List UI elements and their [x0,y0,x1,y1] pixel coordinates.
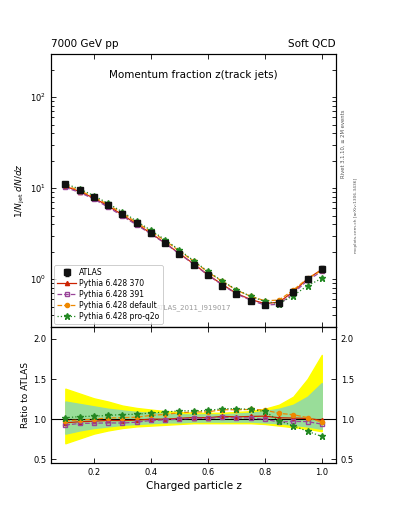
Pythia 6.428 pro-q2o [163,237,167,243]
Pythia 6.428 default [206,269,210,275]
Pythia 6.428 default [263,297,267,304]
Pythia 6.428 391 [63,184,68,190]
Pythia 6.428 default [320,267,324,273]
Pythia 6.428 391 [263,302,267,308]
Pythia 6.428 370 [163,240,167,246]
Pythia 6.428 370 [305,276,310,282]
Text: mcplots.cern.ch [arXiv:1306.3436]: mcplots.cern.ch [arXiv:1306.3436] [354,178,358,252]
Pythia 6.428 391 [220,282,224,288]
Text: Soft QCD: Soft QCD [288,38,336,49]
Pythia 6.428 370 [291,289,296,295]
Pythia 6.428 pro-q2o [77,186,82,192]
Pythia 6.428 391 [134,222,139,228]
X-axis label: Charged particle z: Charged particle z [146,481,241,492]
Legend: ATLAS, Pythia 6.428 370, Pythia 6.428 391, Pythia 6.428 default, Pythia 6.428 pr: ATLAS, Pythia 6.428 370, Pythia 6.428 39… [54,265,163,324]
Pythia 6.428 391 [234,291,239,297]
Pythia 6.428 pro-q2o [63,181,68,187]
Pythia 6.428 391 [191,261,196,267]
Pythia 6.428 default [291,287,296,293]
Pythia 6.428 391 [77,189,82,196]
Pythia 6.428 pro-q2o [248,293,253,300]
Pythia 6.428 default [149,228,153,234]
Pythia 6.428 370 [320,266,324,272]
Pythia 6.428 default [248,293,253,300]
Pythia 6.428 370 [177,250,182,257]
Line: Pythia 6.428 pro-q2o: Pythia 6.428 pro-q2o [62,181,325,307]
Pythia 6.428 391 [277,301,281,307]
Pythia 6.428 pro-q2o [234,287,239,293]
Pythia 6.428 391 [120,213,125,219]
Pythia 6.428 pro-q2o [191,258,196,264]
Pythia 6.428 default [305,275,310,282]
Pythia 6.428 default [120,210,125,217]
Pythia 6.428 pro-q2o [177,247,182,253]
Y-axis label: Ratio to ATLAS: Ratio to ATLAS [21,362,30,428]
Pythia 6.428 370 [77,188,82,195]
Pythia 6.428 default [177,248,182,254]
Pythia 6.428 default [63,182,68,188]
Pythia 6.428 370 [106,203,110,209]
Pythia 6.428 391 [106,204,110,210]
Pythia 6.428 default [220,278,224,284]
Line: Pythia 6.428 default: Pythia 6.428 default [63,183,324,303]
Pythia 6.428 370 [134,221,139,227]
Pythia 6.428 pro-q2o [220,278,224,284]
Pythia 6.428 370 [149,230,153,237]
Pythia 6.428 391 [177,251,182,257]
Pythia 6.428 391 [149,231,153,237]
Line: Pythia 6.428 370: Pythia 6.428 370 [63,184,324,306]
Pythia 6.428 370 [277,299,281,305]
Pythia 6.428 default [234,287,239,293]
Pythia 6.428 pro-q2o [206,268,210,274]
Pythia 6.428 391 [291,290,296,296]
Pythia 6.428 370 [263,301,267,307]
Pythia 6.428 pro-q2o [263,298,267,305]
Pythia 6.428 default [92,194,96,200]
Pythia 6.428 391 [163,240,167,246]
Pythia 6.428 pro-q2o [320,275,324,282]
Pythia 6.428 default [134,220,139,226]
Pythia 6.428 391 [248,297,253,303]
Pythia 6.428 391 [305,278,310,284]
Pythia 6.428 370 [206,272,210,278]
Pythia 6.428 370 [191,261,196,267]
Pythia 6.428 pro-q2o [134,218,139,224]
Pythia 6.428 pro-q2o [106,200,110,206]
Pythia 6.428 default [277,297,281,303]
Text: 7000 GeV pp: 7000 GeV pp [51,38,119,49]
Line: Pythia 6.428 391: Pythia 6.428 391 [63,185,324,307]
Pythia 6.428 default [191,258,196,264]
Pythia 6.428 pro-q2o [305,283,310,289]
Pythia 6.428 391 [320,268,324,274]
Pythia 6.428 370 [234,290,239,296]
Pythia 6.428 pro-q2o [92,193,96,199]
Pythia 6.428 default [163,238,167,244]
Pythia 6.428 370 [63,183,68,189]
Pythia 6.428 pro-q2o [149,227,153,233]
Pythia 6.428 370 [248,296,253,303]
Pythia 6.428 pro-q2o [120,209,125,215]
Pythia 6.428 370 [220,281,224,287]
Text: ATLAS_2011_I919017: ATLAS_2011_I919017 [156,304,231,311]
Pythia 6.428 370 [92,195,96,201]
Pythia 6.428 pro-q2o [277,301,281,307]
Pythia 6.428 370 [120,212,125,218]
Y-axis label: $1/N_{\rm jet}\ dN/dz$: $1/N_{\rm jet}\ dN/dz$ [14,163,28,218]
Pythia 6.428 default [106,202,110,208]
Pythia 6.428 pro-q2o [291,292,296,298]
Text: Rivet 3.1.10, ≥ 2M events: Rivet 3.1.10, ≥ 2M events [341,109,346,178]
Pythia 6.428 391 [206,272,210,278]
Text: Momentum fraction z(track jets): Momentum fraction z(track jets) [109,70,278,80]
Pythia 6.428 391 [92,196,96,202]
Pythia 6.428 default [77,187,82,194]
